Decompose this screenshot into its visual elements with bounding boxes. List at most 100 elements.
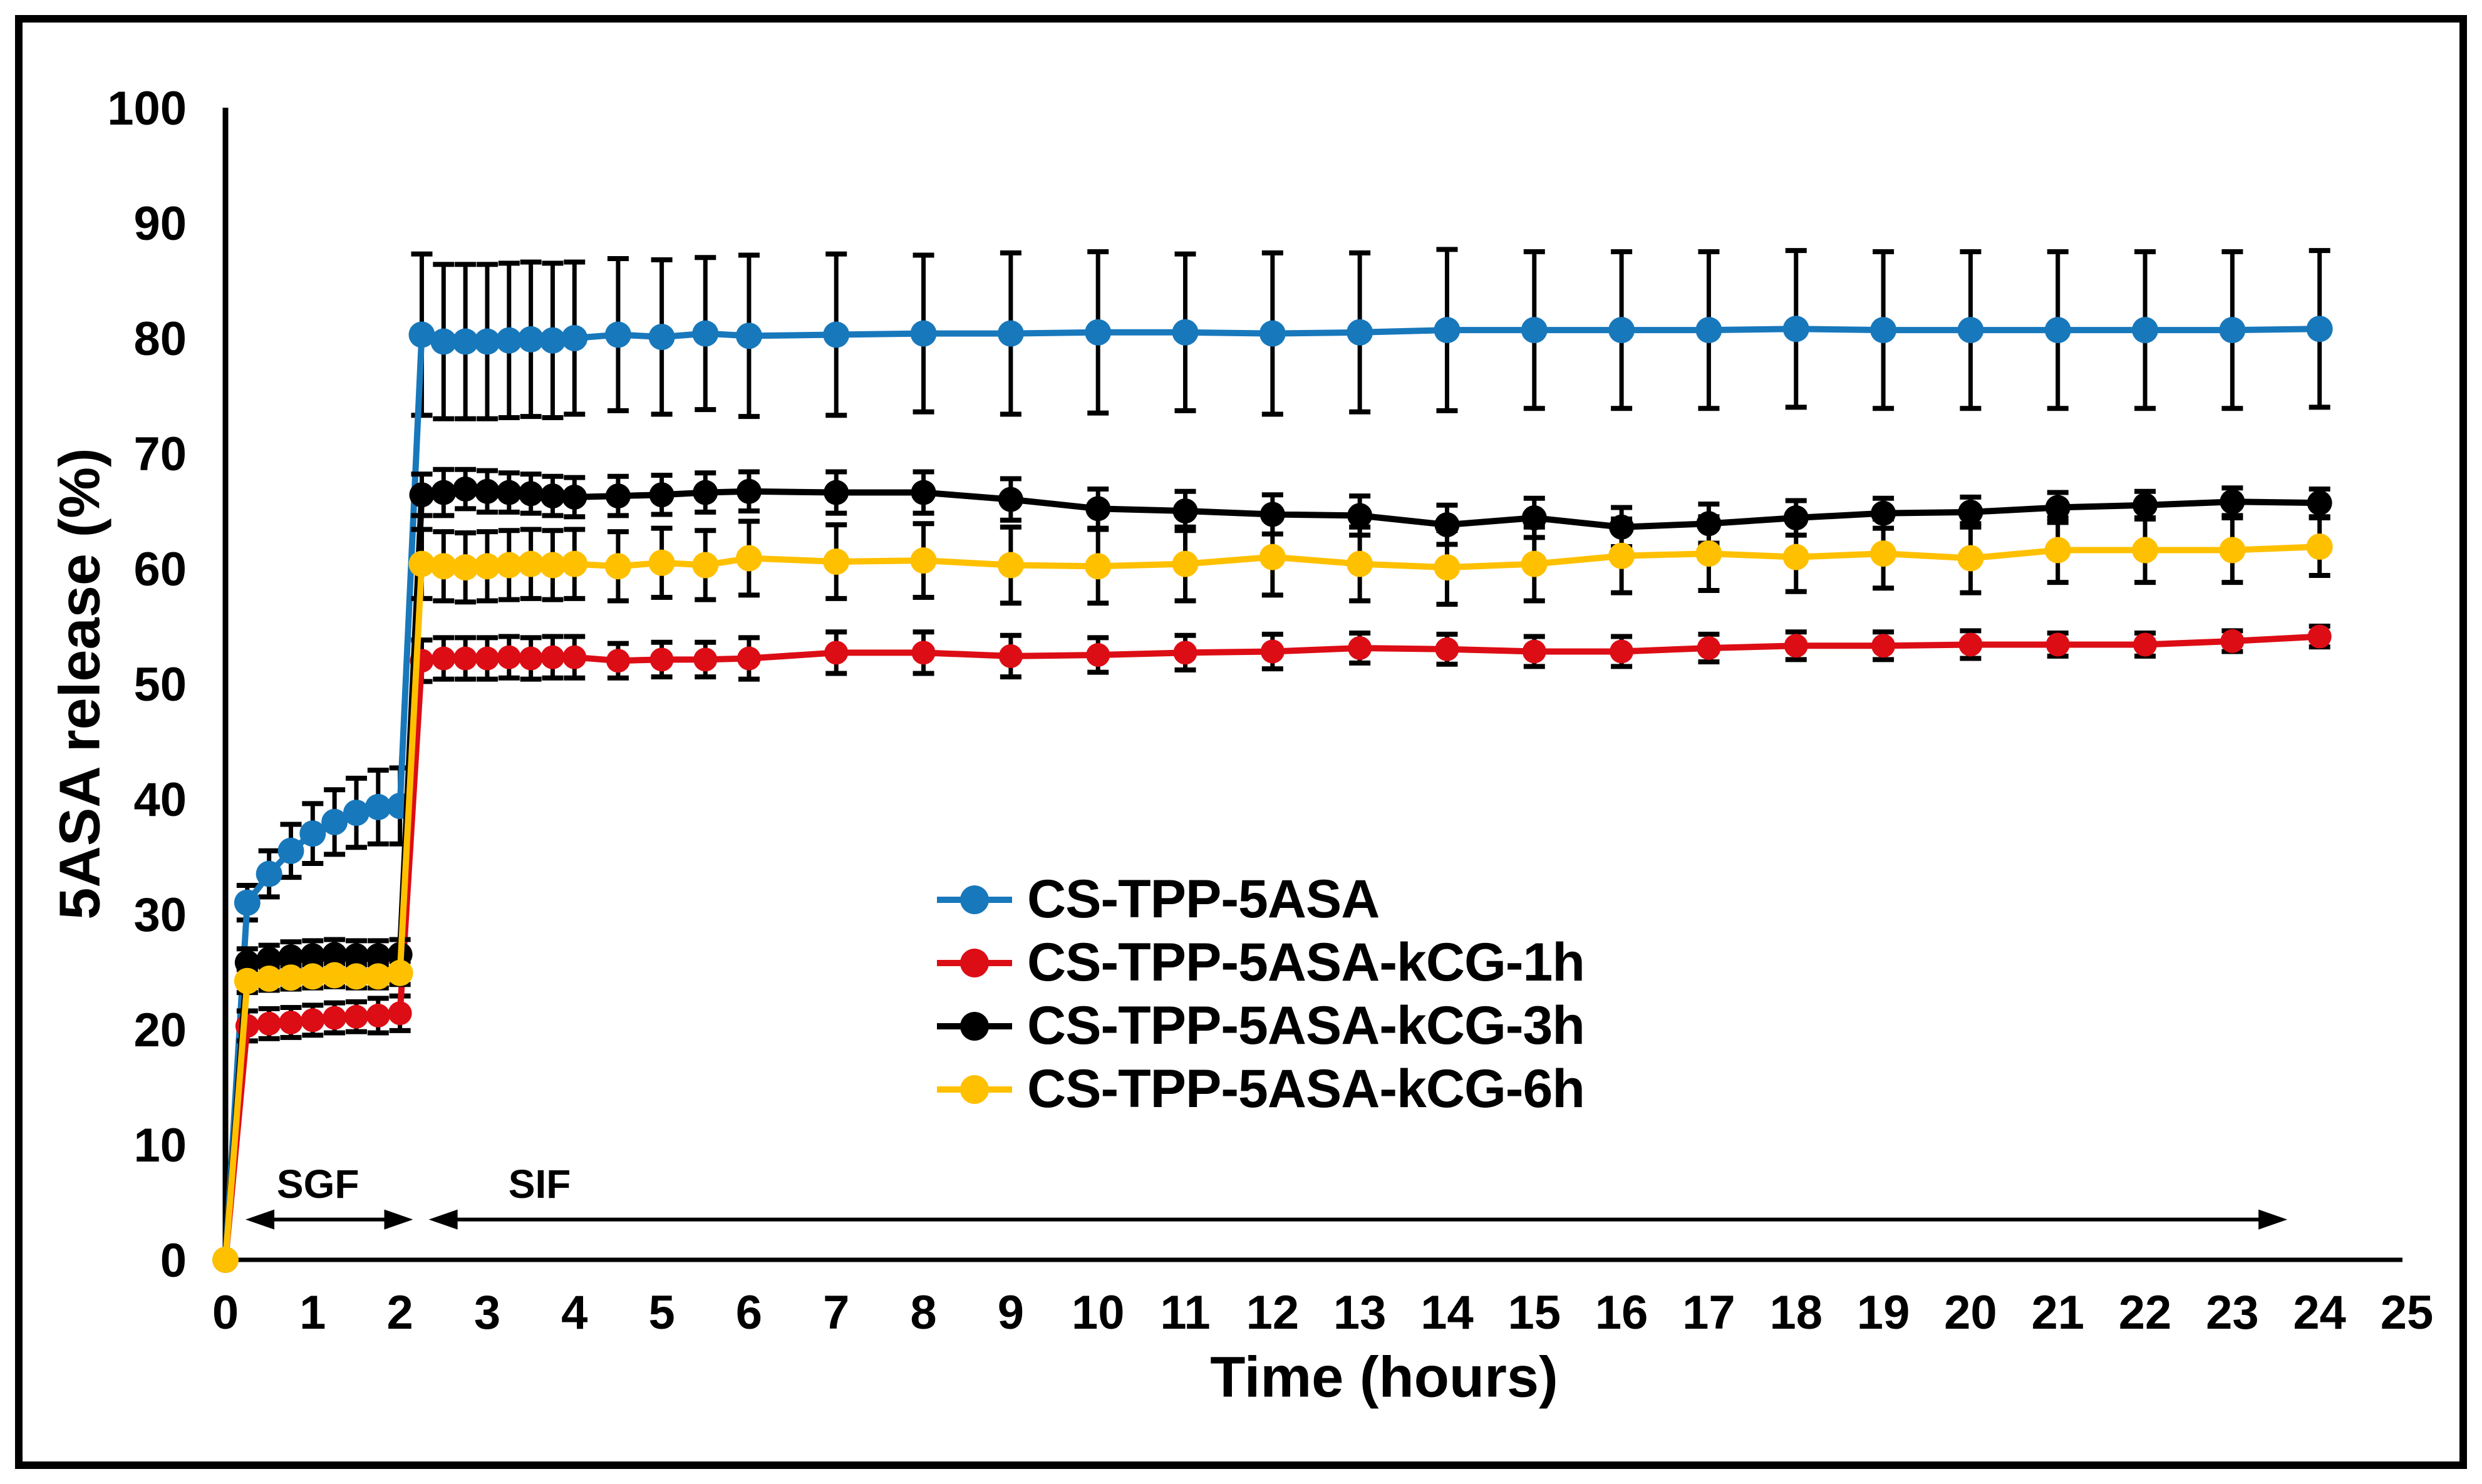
data-point [1695,540,1722,567]
data-point [1608,542,1635,569]
data-point [1871,634,1896,658]
legend: CS-TPP-5ASA CS-TPP-5ASA-kCG-1h CS-TPP-5A… [937,868,1585,1121]
y-tick-label-50: 50 [133,658,187,711]
legend-marker-line [937,885,1012,914]
data-point [998,487,1023,512]
y-tick-label-60: 60 [133,543,187,596]
data-point [562,645,587,669]
data-point [277,964,304,991]
legend-item: CS-TPP-5ASA-kCG-3h [937,994,1585,1058]
data-point [911,641,936,665]
data-point [473,328,500,355]
data-point [1347,319,1373,346]
x-tick-label-2: 2 [386,1286,413,1339]
y-tick-label-10: 10 [133,1119,187,1172]
data-point [1870,317,1897,344]
data-point [910,320,937,347]
arrow-head-left-icon [428,1209,458,1230]
data-point [2133,632,2158,657]
data-point [735,545,762,572]
legend-marker-line [937,1011,1012,1041]
data-point [430,328,457,355]
data-point [997,552,1024,579]
data-point [649,647,674,672]
y-tick-label-70: 70 [133,428,187,481]
data-point [497,645,521,669]
data-point [518,481,544,507]
x-tick-label-13: 13 [1333,1286,1387,1339]
data-point [234,889,261,916]
data-point [1434,317,1461,344]
legend-marker-line [937,948,1012,977]
data-point [693,480,718,505]
data-point [540,483,566,509]
data-point [604,321,631,348]
data-point [648,324,675,351]
data-point [2044,317,2071,344]
data-point [496,480,522,505]
data-point [256,966,282,992]
data-point [388,1001,412,1026]
legend-label: CS-TPP-5ASA-kCG-3h [1027,996,1585,1056]
data-point [279,1010,303,1034]
y-tick-label-0: 0 [160,1234,187,1287]
data-point [540,645,565,669]
data-point [1784,634,1808,658]
data-point [408,321,435,348]
data-point [2220,489,2245,515]
y-tick-label-80: 80 [133,312,187,366]
x-tick-label-9: 9 [998,1286,1024,1339]
data-point [539,552,566,579]
x-tick-label-23: 23 [2206,1286,2259,1339]
data-point [1172,319,1199,346]
data-point [473,553,500,580]
data-point [606,649,630,673]
data-point [1521,550,1548,577]
data-point [2132,317,2159,344]
data-point [910,547,937,574]
data-point [1521,317,1548,344]
data-point [1782,316,1809,343]
data-point [823,321,850,348]
x-tick-label-4: 4 [561,1286,587,1339]
data-point [1610,639,1634,664]
annotation-arrow-sgf [246,1209,413,1230]
x-tick-label-14: 14 [1420,1286,1474,1339]
data-point [365,963,391,990]
legend-marker-dot-icon [960,1074,989,1104]
data-point [604,553,631,580]
data-point [278,944,304,970]
legend-marker-line [937,1074,1012,1104]
data-point [1522,639,1546,664]
data-point [2307,490,2332,516]
data-point [1434,554,1461,581]
data-point [256,860,282,887]
x-tick-label-20: 20 [1944,1286,1997,1339]
data-point [344,1004,368,1029]
data-point [1608,317,1635,344]
data-point [299,820,326,847]
legend-label: CS-TPP-5ASA [1027,869,1380,929]
data-point [824,480,849,505]
data-point [517,550,544,577]
data-point [561,325,588,351]
data-point [299,963,326,990]
series-CS-TPP-5ASA [212,247,2333,1273]
x-tick-label-1: 1 [299,1286,326,1339]
data-point [1870,540,1897,567]
data-point [386,959,413,986]
data-point [453,646,478,671]
y-tick-label-20: 20 [133,1004,187,1057]
series-CS-TPP-5ASA-kCG-1h [214,624,2332,1272]
data-point [321,962,348,989]
x-tick-label-8: 8 [910,1286,936,1339]
data-point [1259,320,1286,347]
x-tick-label-0: 0 [212,1286,239,1339]
data-point [824,641,849,665]
data-point [495,327,522,354]
data-point [2045,495,2071,520]
y-tick-label-40: 40 [133,773,187,827]
data-point [343,963,370,990]
data-point [736,478,762,504]
